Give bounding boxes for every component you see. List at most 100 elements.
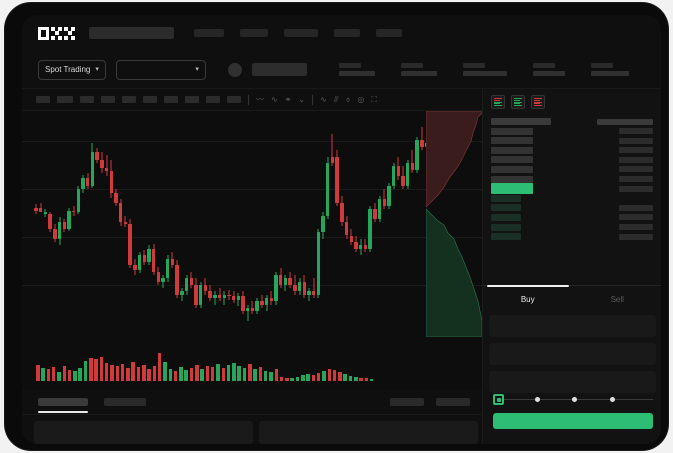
volume-bar-31 [200, 369, 204, 381]
volume-bar-4 [57, 372, 61, 381]
chevron-down-icon[interactable]: ⌄ [298, 94, 306, 104]
order-total-field[interactable] [489, 371, 656, 393]
settings-icon[interactable]: ◎ [357, 94, 365, 104]
orderbook-mode-both[interactable] [491, 95, 505, 109]
slider-dot-0[interactable] [534, 397, 540, 402]
orderbook-bid-row-4[interactable] [483, 233, 661, 241]
indicators-icon[interactable]: 〰 [256, 94, 264, 104]
interval-1[interactable] [36, 96, 50, 103]
panel-positions[interactable] [34, 421, 253, 444]
pair-select[interactable]: ▾ [115, 59, 206, 80]
candle-37 [208, 111, 212, 337]
coin-avatar-icon [227, 62, 242, 77]
orderbook-mode-bids[interactable] [511, 95, 525, 109]
candle-body [344, 222, 349, 236]
orderbook-current-price-row[interactable] [483, 183, 661, 195]
nav-item-2[interactable] [240, 29, 268, 37]
candle-body [420, 140, 424, 147]
tab-order-history[interactable] [104, 397, 146, 406]
volume-bar-34 [216, 364, 220, 381]
volume-bar-13 [104, 363, 109, 381]
depth-bid-area [426, 208, 482, 337]
nav-item-4[interactable] [334, 29, 360, 37]
interval-10[interactable] [227, 96, 241, 103]
okx-logo[interactable] [38, 26, 75, 40]
candle-31 [180, 111, 184, 337]
orderbook-ask-row-0[interactable] [483, 127, 661, 135]
line-chart-icon[interactable]: ∿ [320, 94, 327, 104]
logo-glyph-o [38, 26, 49, 40]
candle-body [293, 284, 297, 292]
tab-sell[interactable]: Sell [573, 286, 662, 313]
interval-2[interactable] [57, 96, 73, 103]
tab-action-1[interactable] [390, 397, 424, 406]
search-input[interactable] [89, 27, 174, 39]
candle-39 [217, 111, 222, 337]
place-buy-order-button[interactable] [493, 413, 653, 429]
stat-volume-quote-label [590, 63, 613, 68]
camera-icon[interactable]: ⌽ [345, 94, 351, 104]
buy-sell-tabs: Buy Sell [483, 285, 661, 313]
order-price-field[interactable] [489, 315, 656, 337]
tab-open-orders[interactable] [38, 397, 88, 413]
candle-body [330, 156, 335, 164]
orderbook-row-amount [619, 156, 653, 163]
interval-3[interactable] [80, 96, 94, 103]
volume-bar-37 [232, 363, 236, 381]
interval-4[interactable] [101, 96, 115, 103]
interval-5[interactable] [122, 96, 136, 103]
orderbook-mode-asks[interactable] [531, 95, 545, 109]
slider-dot-1[interactable] [572, 397, 577, 402]
interval-6[interactable] [143, 96, 157, 103]
candle-51 [274, 111, 278, 337]
slider-dot-2[interactable] [609, 397, 615, 402]
volume-bar-20 [142, 365, 146, 381]
nav-item-5[interactable] [376, 29, 402, 37]
tab-buy[interactable]: Buy [483, 285, 573, 313]
volume-bar-42 [258, 367, 263, 381]
orderbook-ask-row-5[interactable] [483, 175, 661, 183]
orderbook-mode-bar [534, 105, 542, 106]
candlestick-chart[interactable] [22, 111, 482, 337]
orderbook-bid-row-2[interactable] [483, 213, 661, 221]
fullscreen-icon[interactable]: ⛶ [371, 94, 377, 104]
candle-body [147, 248, 151, 262]
candle-6 [62, 111, 66, 337]
nav-item-1[interactable] [194, 29, 224, 37]
orderbook-bid-row-1[interactable] [483, 204, 661, 212]
orderbook-ask-row-3[interactable] [483, 156, 661, 164]
panel-assets[interactable] [259, 421, 478, 444]
orderbook-row-amount [619, 214, 653, 221]
magnet-icon[interactable]: ⫻ [333, 94, 339, 104]
candle-wick [124, 215, 126, 228]
interval-9[interactable] [206, 96, 220, 103]
orderbook-bid-row-3[interactable] [483, 223, 661, 231]
orderbook-ask-row-1[interactable] [483, 137, 661, 145]
compare-icon[interactable]: ∿ [271, 94, 278, 104]
candle-70 [363, 111, 368, 337]
orderbook-ask-row-4[interactable] [483, 165, 661, 173]
orderbook-bid-row-0[interactable] [483, 194, 661, 202]
candle-14 [100, 111, 104, 337]
nav-item-3[interactable] [284, 29, 318, 37]
candle-71 [368, 111, 372, 337]
toolbar-divider [248, 94, 249, 105]
slider-handle[interactable] [493, 394, 504, 405]
tab-action-2[interactable] [436, 397, 470, 406]
candle-81 [415, 111, 419, 337]
order-amount-field[interactable] [489, 343, 656, 365]
candle-body [123, 222, 128, 224]
amount-slider[interactable] [493, 394, 653, 406]
candle-19 [123, 111, 128, 337]
volume-bar-35 [221, 368, 225, 381]
alert-icon[interactable]: ⚭ [284, 94, 292, 104]
candle-50 [269, 111, 273, 337]
candle-55 [293, 111, 297, 337]
interval-7[interactable] [164, 96, 178, 103]
candle-body [161, 278, 165, 282]
volume-bar-18 [131, 362, 135, 381]
orderbook-ask-row-2[interactable] [483, 146, 661, 154]
interval-8[interactable] [185, 96, 199, 103]
market-type-select[interactable]: Spot Trading ▾ [38, 59, 106, 80]
stat-low-label [462, 63, 485, 68]
